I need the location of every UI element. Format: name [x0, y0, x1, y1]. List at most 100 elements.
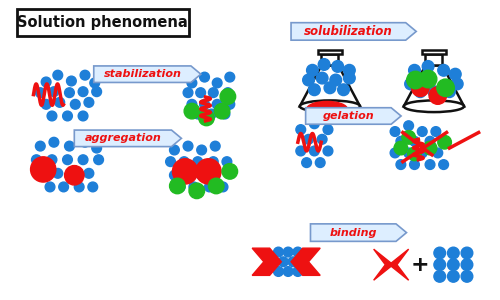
Circle shape: [68, 169, 78, 178]
Circle shape: [444, 86, 456, 98]
Circle shape: [284, 247, 293, 257]
Circle shape: [59, 182, 69, 192]
Circle shape: [183, 141, 193, 151]
Circle shape: [66, 76, 76, 86]
Circle shape: [404, 148, 413, 158]
Circle shape: [94, 155, 104, 165]
Circle shape: [310, 146, 319, 156]
Circle shape: [70, 100, 80, 109]
Circle shape: [448, 247, 459, 259]
Bar: [322, 54, 338, 65]
Circle shape: [225, 100, 234, 109]
Circle shape: [204, 182, 214, 192]
Circle shape: [408, 147, 422, 161]
Circle shape: [318, 58, 330, 70]
Circle shape: [197, 170, 206, 180]
Circle shape: [225, 72, 234, 82]
Circle shape: [438, 64, 450, 76]
Circle shape: [448, 271, 459, 282]
Circle shape: [166, 157, 175, 166]
Circle shape: [344, 72, 355, 84]
Circle shape: [53, 169, 62, 178]
Circle shape: [197, 145, 206, 155]
Circle shape: [36, 141, 45, 151]
Circle shape: [187, 78, 197, 88]
Polygon shape: [74, 130, 182, 147]
Circle shape: [390, 127, 400, 136]
Circle shape: [74, 182, 84, 192]
Circle shape: [92, 87, 102, 97]
Bar: [422, 50, 446, 54]
Circle shape: [196, 159, 221, 184]
Circle shape: [461, 259, 473, 271]
Circle shape: [414, 86, 426, 98]
Circle shape: [423, 141, 437, 155]
Circle shape: [302, 158, 312, 167]
Circle shape: [316, 158, 325, 167]
Circle shape: [429, 87, 446, 104]
Circle shape: [422, 61, 434, 72]
Circle shape: [214, 103, 230, 119]
Polygon shape: [94, 66, 201, 82]
Circle shape: [222, 157, 232, 166]
Circle shape: [396, 160, 406, 170]
Circle shape: [210, 170, 220, 180]
Circle shape: [316, 72, 328, 84]
Circle shape: [332, 61, 344, 72]
Circle shape: [293, 247, 302, 257]
Circle shape: [288, 257, 298, 267]
Circle shape: [196, 88, 205, 98]
Circle shape: [78, 111, 88, 121]
Circle shape: [434, 271, 446, 282]
Circle shape: [408, 64, 420, 76]
Text: +: +: [411, 255, 430, 275]
Circle shape: [410, 160, 420, 170]
Circle shape: [306, 64, 318, 76]
Polygon shape: [374, 249, 393, 280]
Circle shape: [84, 169, 94, 178]
Circle shape: [438, 135, 452, 149]
Circle shape: [274, 267, 283, 276]
Circle shape: [344, 64, 355, 76]
Circle shape: [296, 125, 306, 134]
Circle shape: [30, 157, 56, 182]
Circle shape: [338, 84, 349, 96]
Text: Solution phenomena: Solution phenomena: [17, 15, 188, 30]
Text: binding: binding: [330, 228, 377, 238]
Circle shape: [218, 182, 228, 192]
Circle shape: [434, 247, 446, 259]
Text: stabilization: stabilization: [104, 69, 182, 79]
Polygon shape: [389, 249, 408, 280]
FancyBboxPatch shape: [17, 9, 189, 36]
Circle shape: [437, 79, 454, 97]
Circle shape: [36, 88, 45, 98]
Circle shape: [434, 259, 446, 271]
Circle shape: [198, 110, 214, 126]
Circle shape: [394, 141, 407, 155]
Circle shape: [172, 159, 198, 184]
Circle shape: [55, 98, 64, 107]
Circle shape: [62, 155, 72, 165]
Circle shape: [84, 98, 94, 107]
Circle shape: [324, 82, 336, 94]
Circle shape: [278, 257, 288, 267]
Circle shape: [206, 109, 216, 119]
Circle shape: [170, 145, 179, 155]
Circle shape: [187, 100, 197, 109]
Circle shape: [330, 74, 342, 86]
Text: aggregation: aggregation: [84, 133, 162, 143]
Polygon shape: [300, 65, 360, 106]
Circle shape: [304, 134, 314, 144]
Circle shape: [323, 146, 333, 156]
Text: gelation: gelation: [322, 111, 374, 121]
Circle shape: [405, 78, 416, 90]
Circle shape: [461, 271, 473, 282]
Ellipse shape: [404, 100, 464, 112]
Circle shape: [296, 146, 306, 156]
Circle shape: [404, 121, 413, 130]
Circle shape: [80, 70, 90, 80]
Circle shape: [439, 136, 448, 146]
Circle shape: [439, 160, 448, 170]
Circle shape: [448, 259, 459, 271]
Circle shape: [208, 157, 218, 166]
